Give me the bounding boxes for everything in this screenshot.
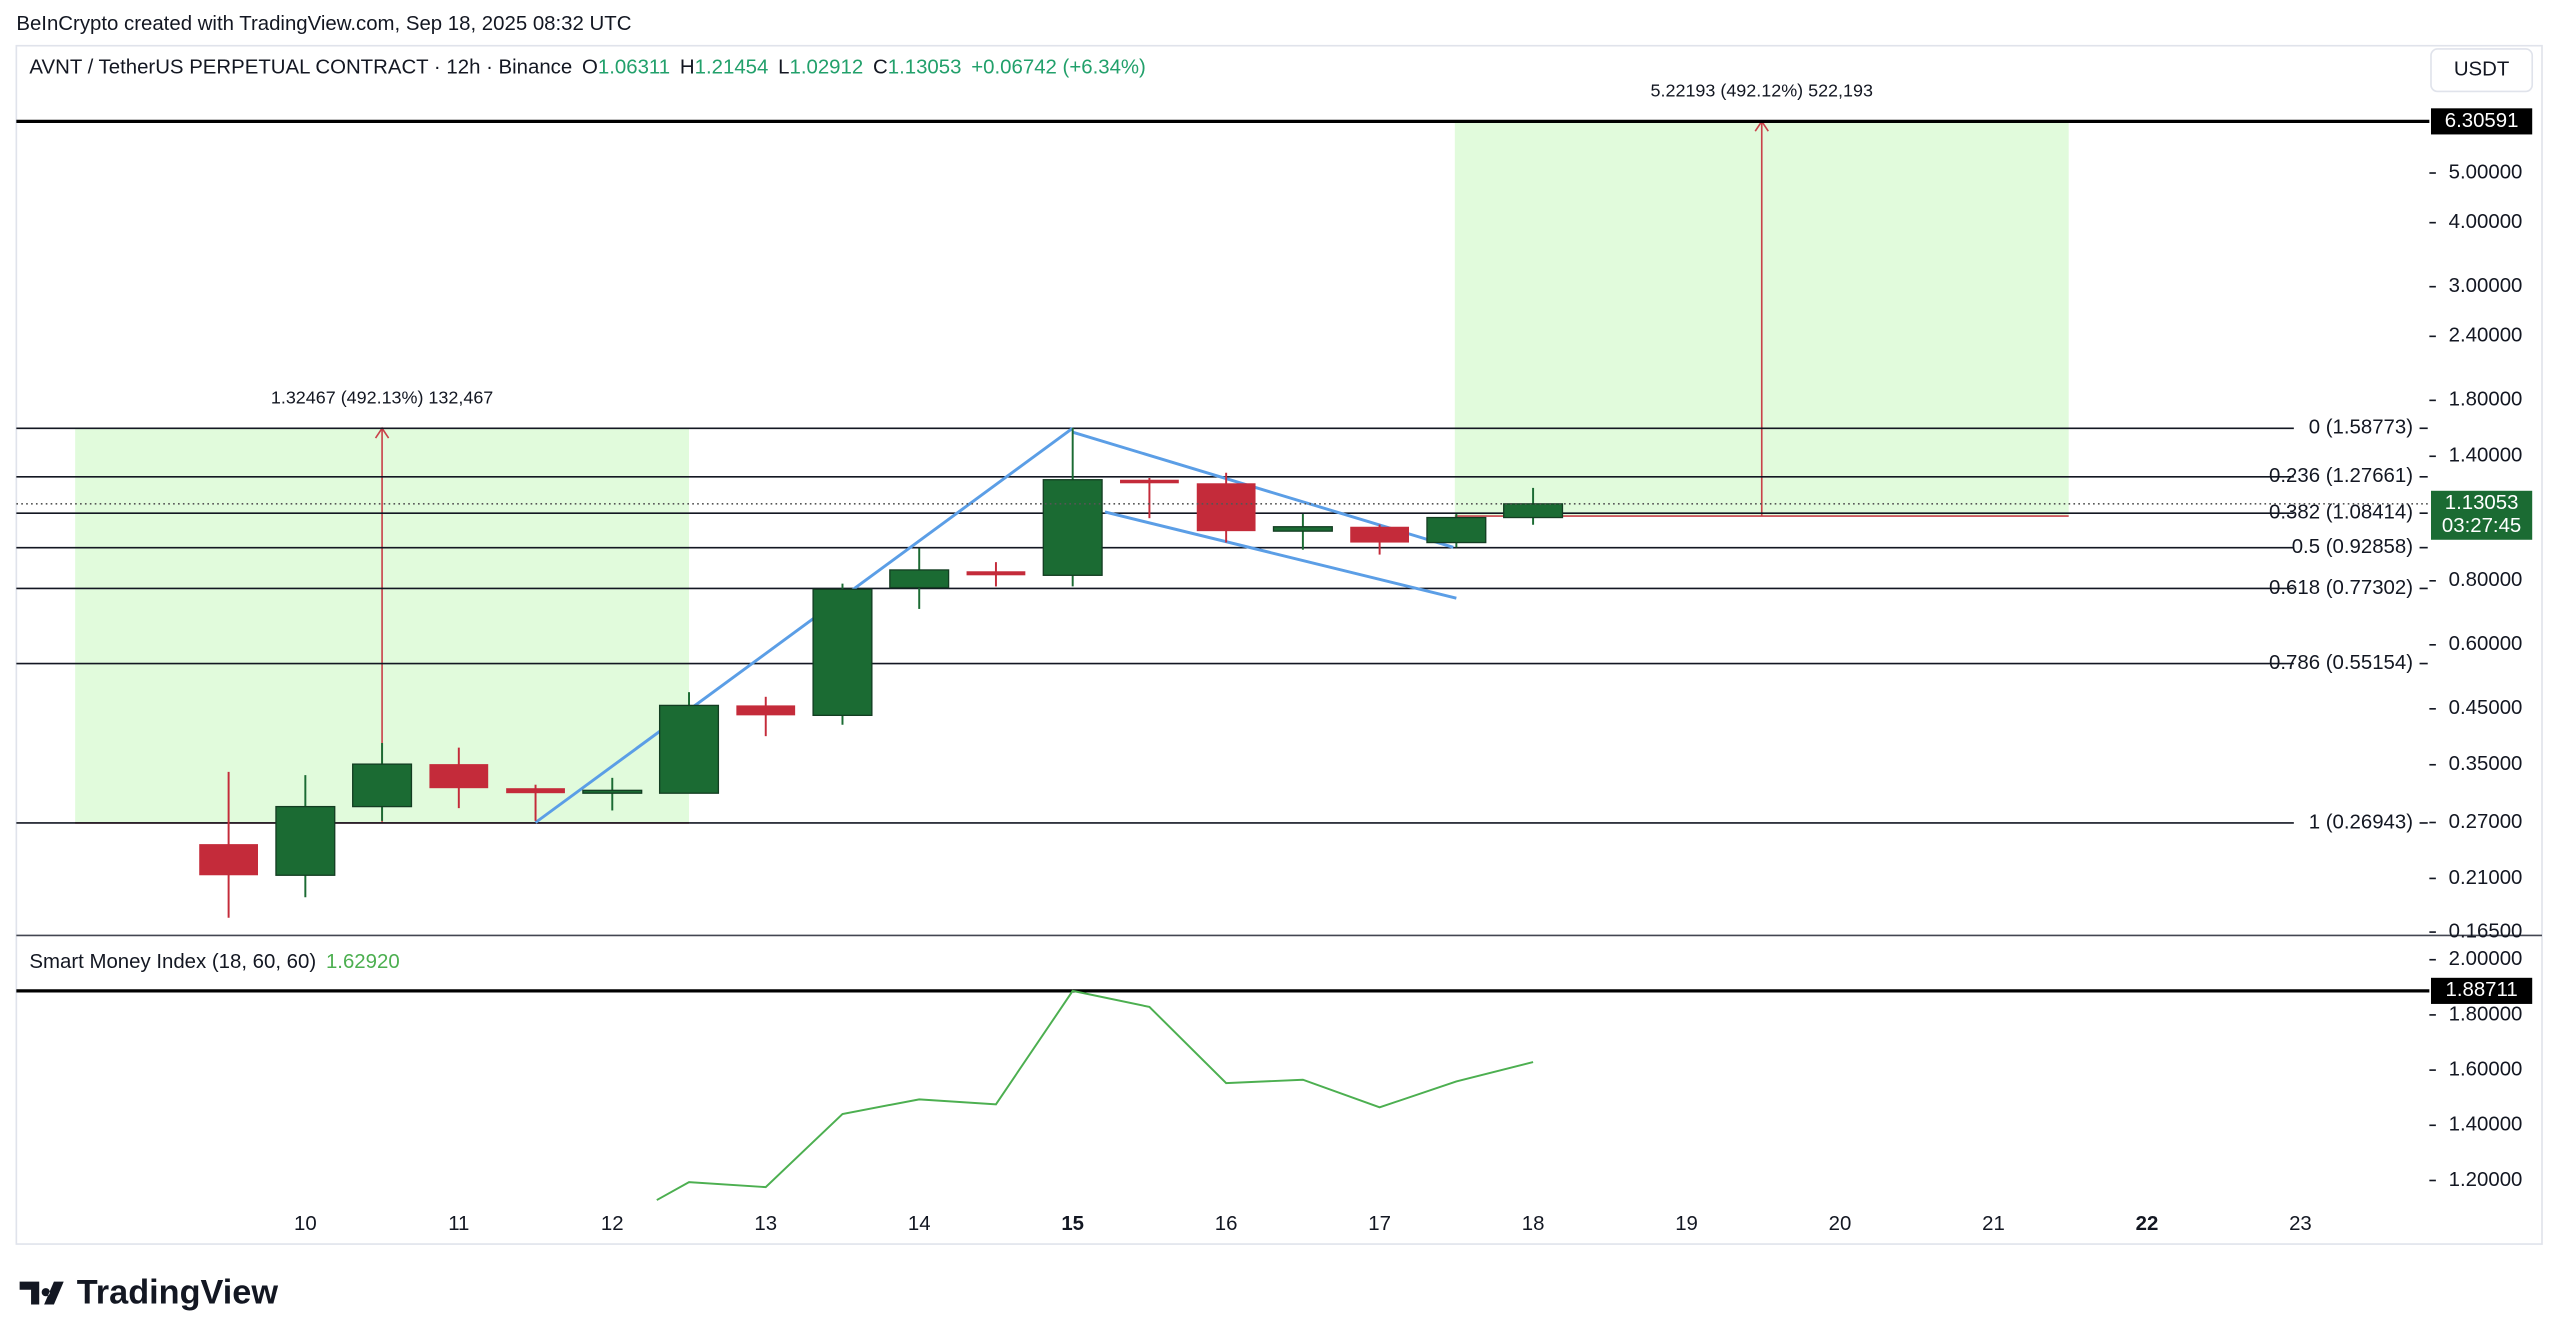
currency[interactable]: USDT bbox=[2454, 59, 2510, 81]
y-tick-label: 0.16500 bbox=[2449, 920, 2523, 942]
max-line-label: 1.88711 bbox=[2445, 979, 2517, 1001]
y-tick-label: 5.00000 bbox=[2449, 161, 2523, 183]
ohlc-value: 1.21454 bbox=[695, 57, 769, 79]
ohlc-value: 1.02912 bbox=[790, 57, 864, 79]
y-tick-label: 1.60000 bbox=[2449, 1058, 2523, 1080]
frame bbox=[15, 44, 2543, 1245]
y-tick-label: 0.45000 bbox=[2449, 697, 2523, 719]
x-tick-label: 14 bbox=[908, 1213, 931, 1235]
indicator-name: Smart Money Index (18, 60, 60) bbox=[29, 952, 316, 974]
candle-body bbox=[1503, 503, 1564, 519]
x-tick-label: 11 bbox=[448, 1213, 469, 1235]
zone-label: 1.32467 (492.13%) 132,467 bbox=[271, 388, 493, 408]
fib-label: 0.5 (0.92858) bbox=[2292, 536, 2413, 558]
ohlc-value: 1.13053 bbox=[888, 57, 962, 79]
x-tick-label: 20 bbox=[1829, 1213, 1852, 1235]
x-tick-label: 23 bbox=[2289, 1213, 2312, 1235]
max-line-box bbox=[2430, 977, 2533, 1004]
candle-body bbox=[1350, 526, 1410, 543]
change: +0.06742 (+6.34%) bbox=[971, 57, 1146, 79]
fib-label: 0.618 (0.77302) bbox=[2269, 577, 2413, 599]
candle-body bbox=[1426, 516, 1487, 544]
y-tick-label: 1.40000 bbox=[2449, 1114, 2523, 1136]
y-tick-label: 4.00000 bbox=[2449, 211, 2523, 233]
y-tick-label: 1.80000 bbox=[2449, 389, 2523, 411]
candle-body bbox=[582, 789, 643, 794]
indicator-legend: Smart Money Index (18, 60, 60) 1.62920 bbox=[29, 952, 399, 974]
x-tick-label: 18 bbox=[1522, 1213, 1545, 1235]
candle-body bbox=[1196, 483, 1256, 532]
symbol-line: AVNT / TetherUS PERPETUAL CONTRACT · 12h… bbox=[29, 57, 1145, 79]
x-tick-label: 15 bbox=[1061, 1213, 1084, 1235]
candle-body bbox=[966, 571, 1026, 576]
candle-body bbox=[1120, 479, 1179, 484]
candle-body bbox=[1042, 479, 1103, 576]
y-tick-label: 0.60000 bbox=[2449, 633, 2523, 655]
ohlc-key: O bbox=[582, 57, 598, 79]
y-tick-label: 2.40000 bbox=[2449, 325, 2523, 347]
x-tick-label: 13 bbox=[754, 1213, 777, 1235]
candle-body bbox=[812, 588, 873, 717]
credit: BeInCrypto created with TradingView.com,… bbox=[16, 13, 631, 35]
candle-body bbox=[352, 763, 413, 808]
x-tick-label: 12 bbox=[601, 1213, 624, 1235]
countdown: 03:27:45 bbox=[2442, 515, 2521, 537]
currency-button[interactable] bbox=[2430, 48, 2534, 93]
trendline bbox=[1104, 510, 1457, 600]
logo-mark bbox=[19, 1281, 64, 1305]
ohlc-key: C bbox=[873, 57, 888, 79]
last-price-box bbox=[2430, 490, 2533, 540]
fib-label: 0.382 (1.08414) bbox=[2269, 502, 2413, 524]
ohlc-value: 1.06311 bbox=[598, 57, 670, 79]
fib-label: 0 (1.58773) bbox=[2309, 417, 2413, 439]
candle-body bbox=[889, 569, 950, 589]
x-tick-label: 10 bbox=[294, 1213, 317, 1235]
x-tick-label: 22 bbox=[2136, 1213, 2159, 1235]
trendline bbox=[534, 427, 1074, 824]
ohlc-key: H bbox=[680, 57, 695, 79]
zone-label: 5.22193 (492.12%) 522,193 bbox=[1651, 81, 1873, 101]
smi-line bbox=[656, 989, 1534, 1201]
logo: TradingView bbox=[19, 1274, 279, 1312]
y-tick-label: 0.35000 bbox=[2449, 753, 2523, 775]
fib-label: 0.236 (1.27661) bbox=[2269, 465, 2413, 487]
brand: TradingView bbox=[77, 1274, 279, 1312]
y-tick-label: 3.00000 bbox=[2449, 275, 2523, 297]
y-tick-label: 0.80000 bbox=[2449, 569, 2523, 591]
fib-label: 1 (0.26943) bbox=[2309, 811, 2413, 833]
y-tick-label: 1.80000 bbox=[2449, 1003, 2523, 1025]
candle-body bbox=[199, 844, 258, 876]
candle-body bbox=[429, 764, 489, 789]
y-tick-label: 1.20000 bbox=[2449, 1169, 2523, 1191]
symbol: AVNT / TetherUS PERPETUAL CONTRACT · 12h… bbox=[29, 57, 572, 79]
x-tick-label: 17 bbox=[1368, 1213, 1391, 1235]
ohlc-key: L bbox=[778, 57, 789, 79]
candle-body bbox=[736, 705, 796, 716]
x-tick-label: 16 bbox=[1215, 1213, 1238, 1235]
y-tick-label: 0.27000 bbox=[2449, 811, 2523, 833]
candle-body bbox=[506, 788, 565, 794]
fib-label: 0.786 (0.55154) bbox=[2269, 652, 2413, 674]
indicator-value: 1.62920 bbox=[326, 952, 400, 974]
y-tick-label: 0.21000 bbox=[2449, 867, 2523, 889]
price-line-box bbox=[2430, 108, 2533, 135]
candle-body bbox=[275, 805, 336, 876]
x-tick-label: 21 bbox=[1982, 1213, 2005, 1235]
y-tick-label: 2.00000 bbox=[2449, 948, 2523, 970]
price-line-label: 6.30591 bbox=[2445, 110, 2519, 132]
candle-body bbox=[1272, 526, 1333, 532]
y-tick-label: 1.40000 bbox=[2449, 445, 2523, 467]
candle-body bbox=[658, 704, 720, 794]
last-price-label: 1.13053 bbox=[2445, 492, 2519, 514]
x-tick-label: 19 bbox=[1675, 1213, 1698, 1235]
